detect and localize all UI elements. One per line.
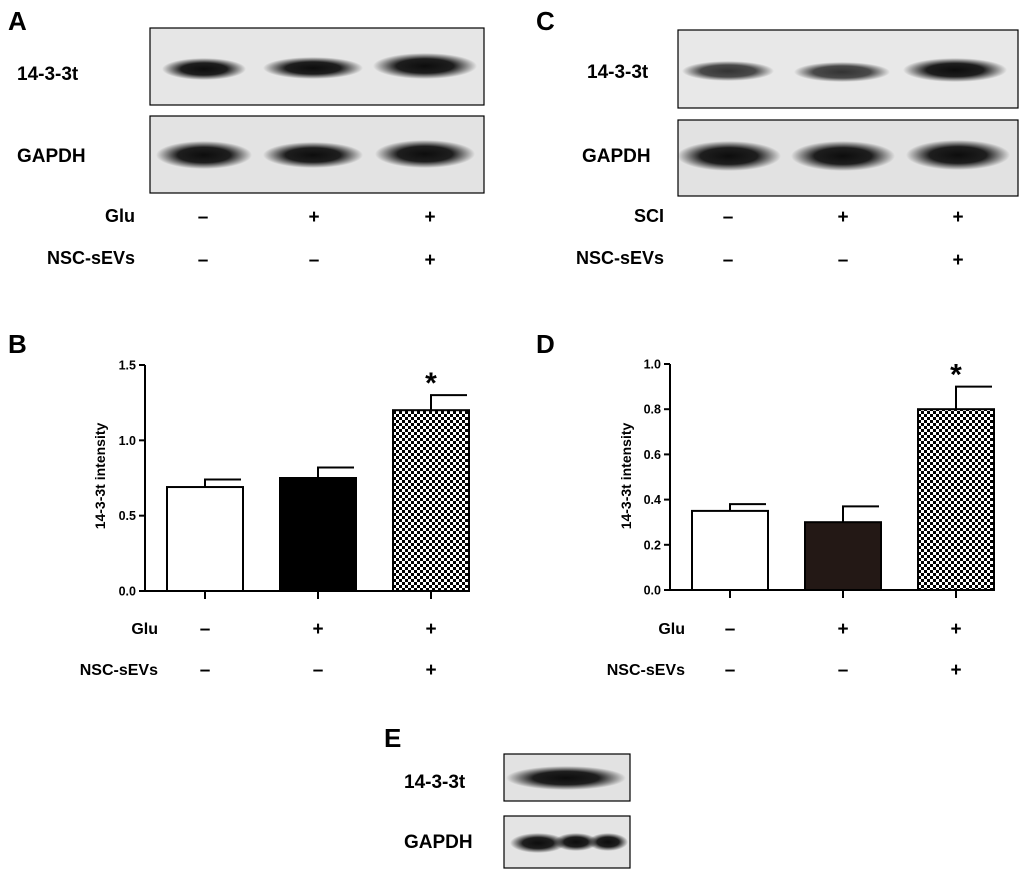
bar (917, 408, 995, 592)
band (373, 53, 477, 79)
conditions-a: Glu – + + NSC-sEVs – – + (47, 206, 436, 271)
y-tick-label: 0.6 (644, 448, 661, 462)
y-tick-label: 0.0 (644, 584, 661, 598)
panel-letter-d: D (536, 329, 555, 359)
condition-sign: + (424, 207, 435, 228)
y-axis-title-d: 14-3-3t intensity (618, 422, 634, 529)
band (682, 61, 774, 81)
band (906, 140, 1010, 170)
condition-sign: – (309, 250, 320, 271)
condition-sign: + (425, 660, 436, 681)
band (263, 142, 363, 168)
blot-label-c-2: GAPDH (582, 146, 651, 167)
y-ticks-b: 0.0 0.5 1.0 1.5 (119, 359, 145, 599)
condition-sign: + (425, 619, 436, 640)
band (677, 141, 781, 171)
blot-label-e-1: 14-3-3t (404, 772, 466, 793)
conditions-b: Glu – + + NSC-sEVs – – + (80, 619, 437, 681)
band (903, 58, 1007, 82)
y-tick-label: 0.2 (644, 538, 661, 552)
panel-letter-e: E (384, 723, 401, 753)
band (554, 833, 598, 851)
band (794, 62, 890, 82)
condition-sign: – (838, 250, 849, 271)
condition-sign: + (837, 619, 848, 640)
condition-label: Glu (105, 206, 135, 226)
condition-sign: – (723, 250, 734, 271)
condition-sign: + (312, 619, 323, 640)
bands-c-1 (682, 58, 1007, 82)
panel-letter-b: B (8, 329, 27, 359)
significance-marker: * (950, 359, 962, 392)
condition-sign: + (837, 207, 848, 228)
y-tick-label: 0.0 (119, 585, 136, 599)
y-tick-label: 1.5 (119, 359, 136, 373)
bar (691, 509, 769, 591)
bands-c-2 (677, 140, 1010, 171)
condition-sign: + (950, 660, 961, 681)
blot-label-e-2: GAPDH (404, 832, 473, 853)
condition-sign: – (723, 207, 734, 228)
band (588, 833, 628, 851)
bar (279, 477, 357, 592)
condition-sign: – (198, 207, 209, 228)
condition-sign: + (424, 250, 435, 271)
panel-c: C 14-3-3t GAPDH SCI – + + NSC-sEVs – – + (536, 6, 1019, 271)
y-tick-label: 0.5 (119, 509, 136, 523)
band (162, 58, 246, 80)
bands-a-1 (162, 53, 477, 80)
chart-b: B 14-3-3t intensity * 0.0 0.5 1.0 1.5 Glu – +… (8, 329, 470, 681)
blot-label-a-2: GAPDH (17, 146, 86, 167)
condition-label: NSC-sEVs (576, 248, 664, 268)
chart-d: D 14-3-3t intensity * 0.0 0.2 0.4 0.6 0.8 1.0… (536, 329, 995, 681)
blot-label-a-1: 14-3-3t (17, 64, 79, 85)
bands-a-2 (156, 140, 475, 169)
significance-marker: * (425, 367, 437, 400)
band (510, 833, 566, 853)
condition-sign: – (200, 619, 211, 640)
bar (392, 409, 470, 593)
band (156, 141, 252, 169)
bars-d: * (691, 359, 995, 592)
band (506, 766, 626, 790)
condition-label: SCI (634, 206, 664, 226)
condition-label: Glu (658, 621, 685, 638)
condition-sign: – (313, 660, 324, 681)
condition-sign: – (198, 250, 209, 271)
panel-a: A 14-3-3t GAPDH Glu – + + NSC-sEVs – – + (8, 6, 485, 271)
y-tick-label: 0.8 (644, 403, 661, 417)
condition-sign: + (950, 619, 961, 640)
band (375, 140, 475, 168)
condition-sign: – (725, 619, 736, 640)
condition-sign: – (725, 660, 736, 681)
condition-label: NSC-sEVs (47, 248, 135, 268)
y-tick-label: 1.0 (644, 358, 661, 372)
condition-sign: – (838, 660, 849, 681)
condition-label: NSC-sEVs (607, 662, 685, 679)
conditions-d: Glu – + + NSC-sEVs – – + (607, 619, 962, 681)
condition-sign: + (952, 207, 963, 228)
y-tick-label: 1.0 (119, 434, 136, 448)
conditions-c: SCI – + + NSC-sEVs – – + (576, 206, 964, 271)
bar (166, 486, 244, 593)
condition-label: NSC-sEVs (80, 662, 158, 679)
panel-letter-c: C (536, 6, 555, 36)
y-ticks-d: 0.0 0.2 0.4 0.6 0.8 1.0 (644, 358, 670, 598)
band (263, 57, 363, 79)
y-axis-title-b: 14-3-3t intensity (92, 422, 108, 529)
condition-label: Glu (131, 621, 158, 638)
bars-b: * (166, 367, 470, 593)
y-tick-label: 0.4 (644, 493, 661, 507)
condition-sign: + (952, 250, 963, 271)
panel-e: E 14-3-3t GAPDH (384, 723, 631, 869)
condition-sign: + (308, 207, 319, 228)
bar (804, 521, 882, 592)
blot-label-c-1: 14-3-3t (587, 62, 649, 83)
band (791, 141, 895, 171)
panel-letter-a: A (8, 6, 27, 36)
condition-sign: – (200, 660, 211, 681)
